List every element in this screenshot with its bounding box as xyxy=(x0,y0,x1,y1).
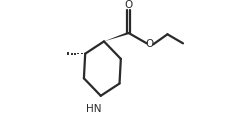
Text: O: O xyxy=(146,39,154,49)
Text: HN: HN xyxy=(86,104,101,114)
Text: O: O xyxy=(124,0,133,10)
Polygon shape xyxy=(104,32,129,41)
